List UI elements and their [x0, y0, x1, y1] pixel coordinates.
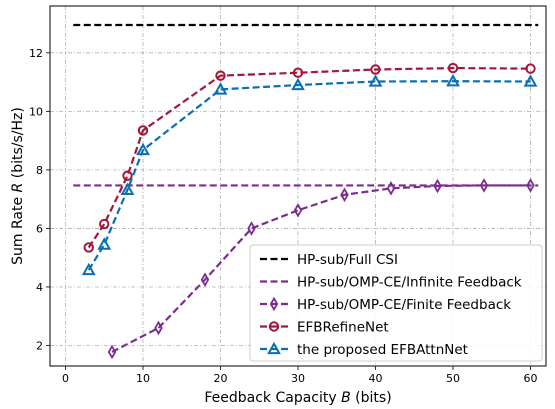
y-axis-label-var: R: [10, 183, 26, 193]
circle-marker: [83, 242, 94, 253]
circle-marker: [292, 67, 304, 78]
x-tick-label: 40: [369, 372, 383, 385]
y-axis-label-text: Sum Rate: [10, 192, 26, 264]
x-axis-label-unit: (bits): [351, 390, 392, 406]
triangle-marker: [523, 74, 538, 87]
legend-box: [249, 244, 543, 362]
legend-entry: HP-sub/Full CSI: [260, 252, 398, 268]
triangle-marker: [368, 74, 383, 87]
y-tick-label: 10: [29, 105, 43, 118]
triangle-marker: [81, 262, 96, 276]
legend-entry: HP-sub/OMP-CE/Infinite Feedback: [260, 275, 522, 291]
diamond-marker: [340, 187, 349, 203]
diamond-marker: [433, 178, 442, 194]
diamond-marker: [247, 221, 256, 236]
diamond-marker: [154, 320, 163, 336]
legend-label: EFBRefineNet: [297, 320, 389, 336]
circle-marker: [122, 170, 133, 181]
x-tick-label: 30: [291, 372, 305, 385]
diamond-marker: [386, 181, 396, 196]
legend: HP-sub/Full CSI HP-sub/OMP-CE/Infinite Fe…: [249, 244, 543, 362]
triangle-marker: [120, 182, 135, 195]
legend-label: HP-sub/OMP-CE/Finite Feedback: [297, 297, 511, 313]
y-tick-label: 6: [36, 222, 43, 235]
legend-label: HP-sub/OMP-CE/Infinite Feedback: [297, 275, 522, 291]
x-axis-label-var: B: [341, 390, 351, 406]
diamond-marker: [293, 203, 303, 218]
triangle-marker: [97, 237, 112, 250]
x-axis-label-text: Feedback Capacity: [204, 390, 341, 406]
triangle-marker: [136, 142, 150, 156]
x-axis-label: Feedback Capacity B (bits): [204, 390, 391, 406]
triangle-marker: [267, 341, 281, 355]
x-tick-label: 50: [446, 372, 460, 385]
circle-marker: [447, 62, 459, 74]
x-tick-label: 60: [524, 372, 538, 385]
series-line: [87, 80, 531, 271]
circle-marker: [137, 125, 149, 136]
triangle-marker: [446, 73, 460, 87]
triangle-marker: [291, 77, 305, 91]
diamond-marker: [269, 296, 279, 312]
legend-entry: the proposed EFBAttnNet: [260, 341, 468, 358]
series-efbrefinenet: [83, 62, 536, 253]
circle-marker: [370, 64, 381, 75]
legend-label: the proposed EFBAttnNet: [297, 342, 468, 358]
series-hp-sub-omp-ce-finite-feedback: [107, 178, 535, 360]
diamond-marker: [200, 272, 210, 287]
axis-ticks: 0 10 20 30 40 50 60 2 4 6 8 10 12: [29, 47, 538, 385]
series-group: [73, 23, 539, 360]
circle-marker: [215, 70, 226, 81]
diamond-marker: [479, 178, 489, 193]
x-tick-label: 20: [214, 372, 228, 385]
diamond-marker: [526, 178, 535, 193]
y-axis-label: Sum Rate R (bits/s/Hz): [10, 107, 26, 265]
y-tick-label: 12: [29, 47, 43, 60]
x-tick-label: 10: [136, 372, 150, 385]
legend-entry: EFBRefineNet: [260, 320, 389, 336]
y-tick-label: 8: [36, 164, 43, 177]
series-the-proposed-efbattnnet: [81, 73, 538, 276]
diamond-marker: [107, 344, 117, 360]
y-axis-label-unit: (bits/s/Hz): [10, 107, 26, 183]
circle-marker: [268, 321, 280, 332]
y-tick-label: 2: [36, 340, 43, 353]
x-tick-label: 0: [62, 372, 69, 385]
y-tick-label: 4: [36, 281, 43, 294]
legend-entry: HP-sub/OMP-CE/Finite Feedback: [260, 296, 511, 313]
legend-label: HP-sub/Full CSI: [297, 252, 398, 268]
series-line: [111, 184, 531, 353]
triangle-marker: [213, 82, 228, 95]
series-line: [87, 66, 531, 249]
circle-marker: [99, 218, 110, 230]
circle-marker: [525, 63, 536, 74]
